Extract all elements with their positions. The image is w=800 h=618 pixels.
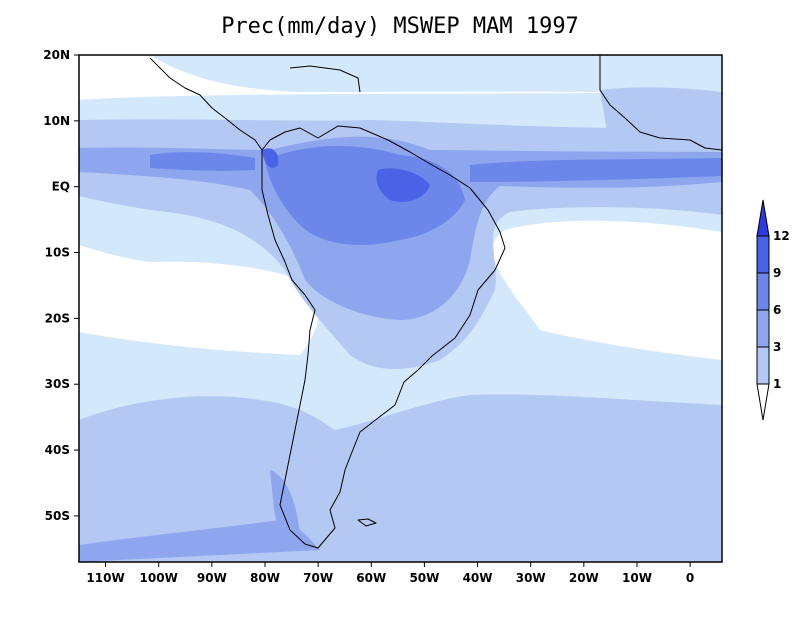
lat-tick-label: 10N bbox=[43, 114, 70, 128]
lon-tick-label: 60W bbox=[356, 571, 386, 585]
colorbar: 1 3 6 9 12 bbox=[756, 199, 790, 421]
lon-tick-label: 10W bbox=[622, 571, 652, 585]
lon-tick-label: 70W bbox=[303, 571, 333, 585]
lat-tick-label: 20S bbox=[45, 311, 70, 325]
africa-coastline bbox=[599, 55, 722, 151]
lat-tick-label: 30S bbox=[45, 377, 70, 391]
latitude-axis: 20N 10N EQ 10S 20S 30S 40S 50S bbox=[43, 48, 79, 523]
central-america-coastline bbox=[149, 57, 263, 151]
precip-band-12-plus-west bbox=[262, 148, 279, 168]
colorbar-segment bbox=[756, 346, 770, 385]
coastlines bbox=[149, 55, 722, 549]
lon-tick-label: 110W bbox=[86, 571, 124, 585]
lon-tick-label: 30W bbox=[516, 571, 546, 585]
lon-tick-label: 90W bbox=[197, 571, 227, 585]
island-coastline bbox=[289, 65, 361, 93]
lon-tick-label: 20W bbox=[569, 571, 599, 585]
precip-band-1-3-caribbean bbox=[150, 55, 722, 95]
colorbar-level-label: 3 bbox=[773, 340, 781, 354]
colorbar-level-label: 1 bbox=[773, 377, 781, 391]
lat-tick-label: 40S bbox=[45, 443, 70, 457]
falklands-coastline bbox=[357, 518, 377, 527]
map-title: Prec(mm/day) MSWEP MAM 1997 bbox=[221, 14, 579, 39]
precip-band-12-plus bbox=[376, 168, 430, 202]
precip-band-6-9-south bbox=[79, 520, 320, 562]
precip-band-3-6-south bbox=[79, 394, 722, 562]
plot-frame bbox=[78, 54, 723, 563]
lon-tick-label: 50W bbox=[409, 571, 439, 585]
colorbar-segment bbox=[756, 272, 770, 311]
lat-tick-label: EQ bbox=[52, 180, 70, 194]
lon-tick-label: 80W bbox=[250, 571, 280, 585]
precipitation-field bbox=[79, 55, 722, 562]
lon-tick-label: 40W bbox=[463, 571, 493, 585]
colorbar-segment bbox=[756, 309, 770, 348]
lat-tick-label: 50S bbox=[45, 509, 70, 523]
colorbar-level-label: 9 bbox=[773, 266, 781, 280]
colorbar-bottom-triangle bbox=[756, 383, 770, 421]
colorbar-level-label: 6 bbox=[773, 303, 781, 317]
colorbar-level-label: 12 bbox=[773, 229, 790, 243]
lat-tick-label: 10S bbox=[45, 246, 70, 260]
precip-band-9-12-atlantic bbox=[470, 158, 722, 182]
longitude-axis: 110W 100W 90W 80W 70W 60W 50W 40W 30W 20W 10W 0 bbox=[86, 562, 694, 585]
precip-band-9-12-itcz bbox=[150, 152, 255, 171]
precip-band-3-6-africa bbox=[600, 87, 722, 158]
colorbar-segment bbox=[756, 235, 770, 274]
precip-band-9-12-amazon bbox=[265, 145, 465, 245]
lat-tick-label: 20N bbox=[43, 48, 70, 62]
lon-tick-label: 0 bbox=[686, 571, 694, 585]
precip-band-6-9-patagonia bbox=[270, 470, 300, 543]
south-america-coastline bbox=[261, 125, 506, 549]
colorbar-top-triangle bbox=[756, 199, 770, 237]
lon-tick-label: 100W bbox=[140, 571, 178, 585]
